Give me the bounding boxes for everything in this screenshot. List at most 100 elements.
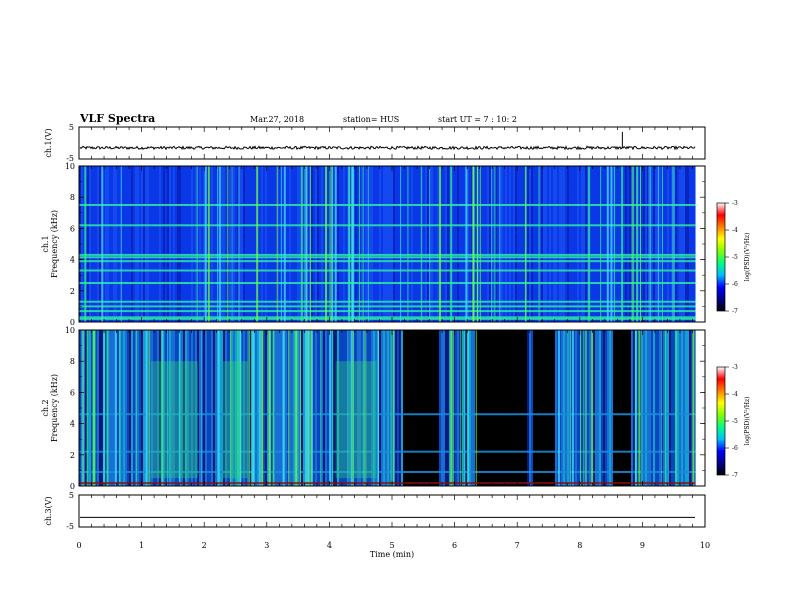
spectrogram-streak [450, 166, 453, 322]
spectrogram-streak [84, 166, 87, 322]
ch3-waveform-frame [78, 494, 706, 528]
spectrogram-column [641, 330, 643, 486]
colorbar-tick-label: -4 [732, 391, 738, 398]
ch1-spectrogram-yaxis-tick-label: 4 [70, 256, 75, 265]
spectrogram-column [443, 330, 445, 486]
spectrogram-column [687, 166, 689, 322]
spectrogram-streak [453, 330, 455, 486]
spectrogram-column [133, 330, 135, 486]
spectrogram-column [319, 330, 321, 486]
spectrogram-column [363, 330, 365, 486]
spectrogram-column [415, 330, 417, 486]
spectrogram-column [447, 330, 449, 486]
spectrogram-column [559, 330, 561, 486]
spectrogram-column [641, 166, 643, 322]
spectrogram-column [573, 330, 575, 486]
spectrogram-column [585, 166, 587, 322]
spectrogram-column [247, 330, 249, 486]
spectrogram-column [687, 330, 689, 486]
spectrogram-column [625, 166, 627, 322]
spectrogram-column [149, 166, 151, 322]
spectrogram-column [483, 330, 485, 486]
spectrogram-streak [524, 166, 526, 322]
spectrogram-column [211, 166, 213, 322]
spectrogram-column [571, 166, 573, 322]
spectrogram-column [321, 330, 323, 486]
spectrogram-streak [606, 166, 609, 322]
colorbar-tick-label: -6 [732, 445, 738, 452]
spectrogram-column [653, 166, 655, 322]
spectrogram-column [445, 330, 447, 486]
spectrogram-column [691, 330, 693, 486]
spectrogram-column [515, 330, 517, 486]
spectrogram-column [635, 166, 637, 322]
spectrogram-column [173, 166, 175, 322]
ch1-spectrogram-image [79, 166, 705, 322]
spectrogram-column [333, 166, 335, 322]
spectrogram-column [129, 330, 131, 486]
spectrogram-column [617, 330, 619, 486]
spectrogram-column [233, 330, 235, 486]
spectrogram-streak [309, 166, 311, 322]
spectrogram-column [195, 166, 197, 322]
spectrogram-column [433, 166, 435, 322]
spectrogram-column [647, 166, 649, 322]
spectrogram-column [683, 166, 685, 322]
spectrogram-column [285, 330, 287, 486]
spectrogram-column [149, 330, 151, 486]
spectrogram-streak [82, 330, 84, 486]
spectrogram-streak [636, 166, 639, 322]
spectrogram-column [573, 166, 575, 322]
spectrogram-column [323, 166, 325, 322]
spectrogram-streak [661, 166, 663, 322]
spectrogram-band-line [79, 317, 696, 320]
spectrogram-streak [239, 330, 242, 486]
spectrogram-column [681, 330, 683, 486]
spectrogram-streak [362, 330, 364, 486]
spectrogram-column [373, 330, 375, 486]
spectrogram-column [565, 166, 567, 322]
spectrogram-column [199, 330, 201, 486]
spectrogram-column [617, 166, 619, 322]
spectrogram-streak [580, 330, 582, 486]
spectrogram-column [689, 166, 691, 322]
spectrogram-column [337, 330, 339, 486]
spectrogram-column [457, 166, 459, 322]
spectrogram-column [535, 330, 537, 486]
spectrogram-column [603, 330, 605, 486]
spectrogram-column [513, 330, 515, 486]
spectrogram-column [613, 166, 615, 322]
spectrogram-streak [320, 330, 322, 486]
spectrogram-column [295, 166, 297, 322]
spectrogram-column [361, 166, 363, 322]
spectrogram-column [629, 330, 631, 486]
spectrogram-column [659, 330, 661, 486]
spectrogram-column [213, 166, 215, 322]
spectrogram-column [399, 166, 401, 322]
spectrogram-column [399, 330, 401, 486]
spectrogram-column [345, 166, 347, 322]
ch2-spectrogram-yaxis-tick-label: 8 [70, 357, 75, 366]
time-axis-tick-label: 4 [327, 541, 332, 550]
spectrogram-column [677, 330, 679, 486]
spectrogram-column [187, 166, 189, 322]
ch1-spectrogram-yticks: 0 2 4 6 8 10 [65, 162, 705, 327]
spectrogram-streak [672, 166, 674, 322]
spectrogram-column [665, 166, 667, 322]
spectrogram-column [185, 166, 187, 322]
spectrogram-column [495, 330, 497, 486]
spectrogram-streak [227, 166, 229, 322]
spectrogram-streak [639, 166, 641, 322]
spectrogram-column [497, 166, 499, 322]
spectrogram-column [561, 166, 563, 322]
spectrogram-column [389, 330, 391, 486]
spectrogram-streak [86, 330, 89, 486]
spectrogram-column [519, 166, 521, 322]
spectrogram-column [347, 166, 349, 322]
spectrogram-column [521, 330, 523, 486]
spectrogram-column [327, 166, 329, 322]
ch2-colorbar-ticks: -3 -4 -5 -6 -7 [725, 364, 738, 479]
ch1-spectrogram-yaxis-tick-label: 10 [65, 162, 75, 171]
spectrogram-column [291, 330, 293, 486]
colorbar-tick-label: -5 [732, 254, 738, 261]
